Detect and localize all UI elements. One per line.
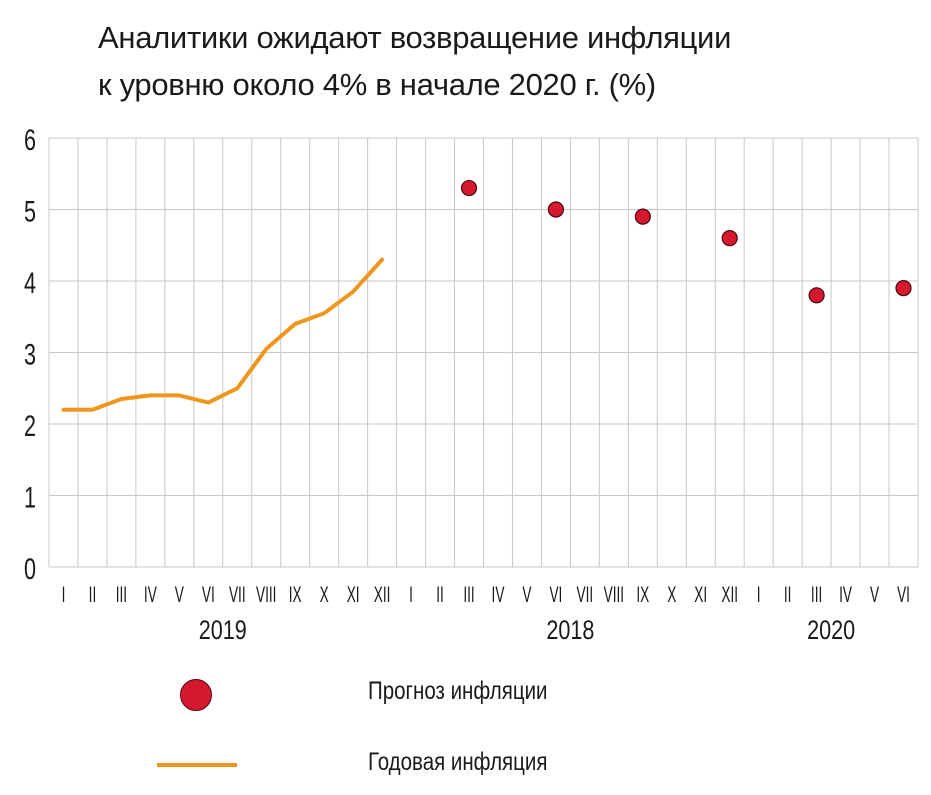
chart-title: Аналитики ожидают возвращение инфляции к… (98, 14, 898, 108)
data-point-forecast (547, 201, 565, 218)
x-month-label: I (62, 582, 66, 607)
x-month-label: II (89, 582, 97, 607)
x-month-label: IX (289, 582, 302, 607)
x-month-label: VIII (256, 582, 276, 607)
x-month-label: III (811, 582, 822, 607)
data-point-forecast (808, 287, 825, 304)
x-month-label: IV (492, 582, 505, 607)
y-tick-label: 4 (24, 265, 36, 299)
chart-title-line-2: к уровню около 4% в начале 2020 г. (%) (98, 67, 656, 102)
x-month-label: II (784, 582, 792, 607)
chart-title-line-1: Аналитики ожидают возвращение инфляции (98, 20, 732, 55)
x-month-label: VI (202, 582, 215, 607)
x-month-label: I (757, 582, 761, 607)
legend-annual-label: Годовая инфляция (368, 748, 548, 776)
x-month-label: XI (347, 582, 360, 607)
x-month-label: V (522, 582, 532, 607)
data-point-forecast (634, 208, 651, 225)
legend-annual-line-marker (157, 763, 237, 767)
x-month-label: VI (549, 582, 562, 607)
x-month-label: II (436, 582, 444, 607)
x-month-label: VIII (604, 582, 624, 607)
data-point-forecast (460, 179, 478, 197)
x-month-label: X (320, 582, 329, 607)
x-month-label: VII (229, 582, 246, 607)
x-month-label: IX (636, 582, 649, 607)
x-month-label: III (463, 582, 474, 607)
x-month-label: IV (839, 582, 852, 607)
x-month-label: IV (144, 582, 157, 607)
series-line-annual-inflation (61, 257, 385, 412)
x-month-label: V (870, 582, 880, 607)
x-month-label: VI (897, 582, 910, 607)
y-tick-label: 5 (24, 194, 36, 228)
x-month-label: X (667, 582, 676, 607)
legend-forecast-label: Прогноз инфляции (368, 677, 548, 705)
legend-forecast-marker (180, 679, 212, 711)
y-tick-label: 6 (24, 122, 36, 156)
y-tick-label: 1 (24, 480, 36, 514)
x-year-label: 2018 (546, 616, 594, 646)
y-tick-label: 3 (24, 337, 36, 371)
y-tick-label: 2 (24, 408, 36, 442)
data-point-forecast (721, 230, 738, 247)
x-month-label: VII (577, 582, 594, 607)
x-month-label: XI (694, 582, 707, 607)
data-point-forecast (895, 280, 912, 297)
x-year-label: 2019 (199, 616, 247, 646)
x-month-label: V (175, 582, 185, 607)
y-tick-label: 0 (24, 551, 36, 585)
x-month-label: III (116, 582, 127, 607)
x-month-label: XII (374, 582, 391, 607)
x-month-label: I (409, 582, 413, 607)
x-year-label: 2020 (807, 616, 855, 646)
x-month-label: XII (721, 582, 738, 607)
